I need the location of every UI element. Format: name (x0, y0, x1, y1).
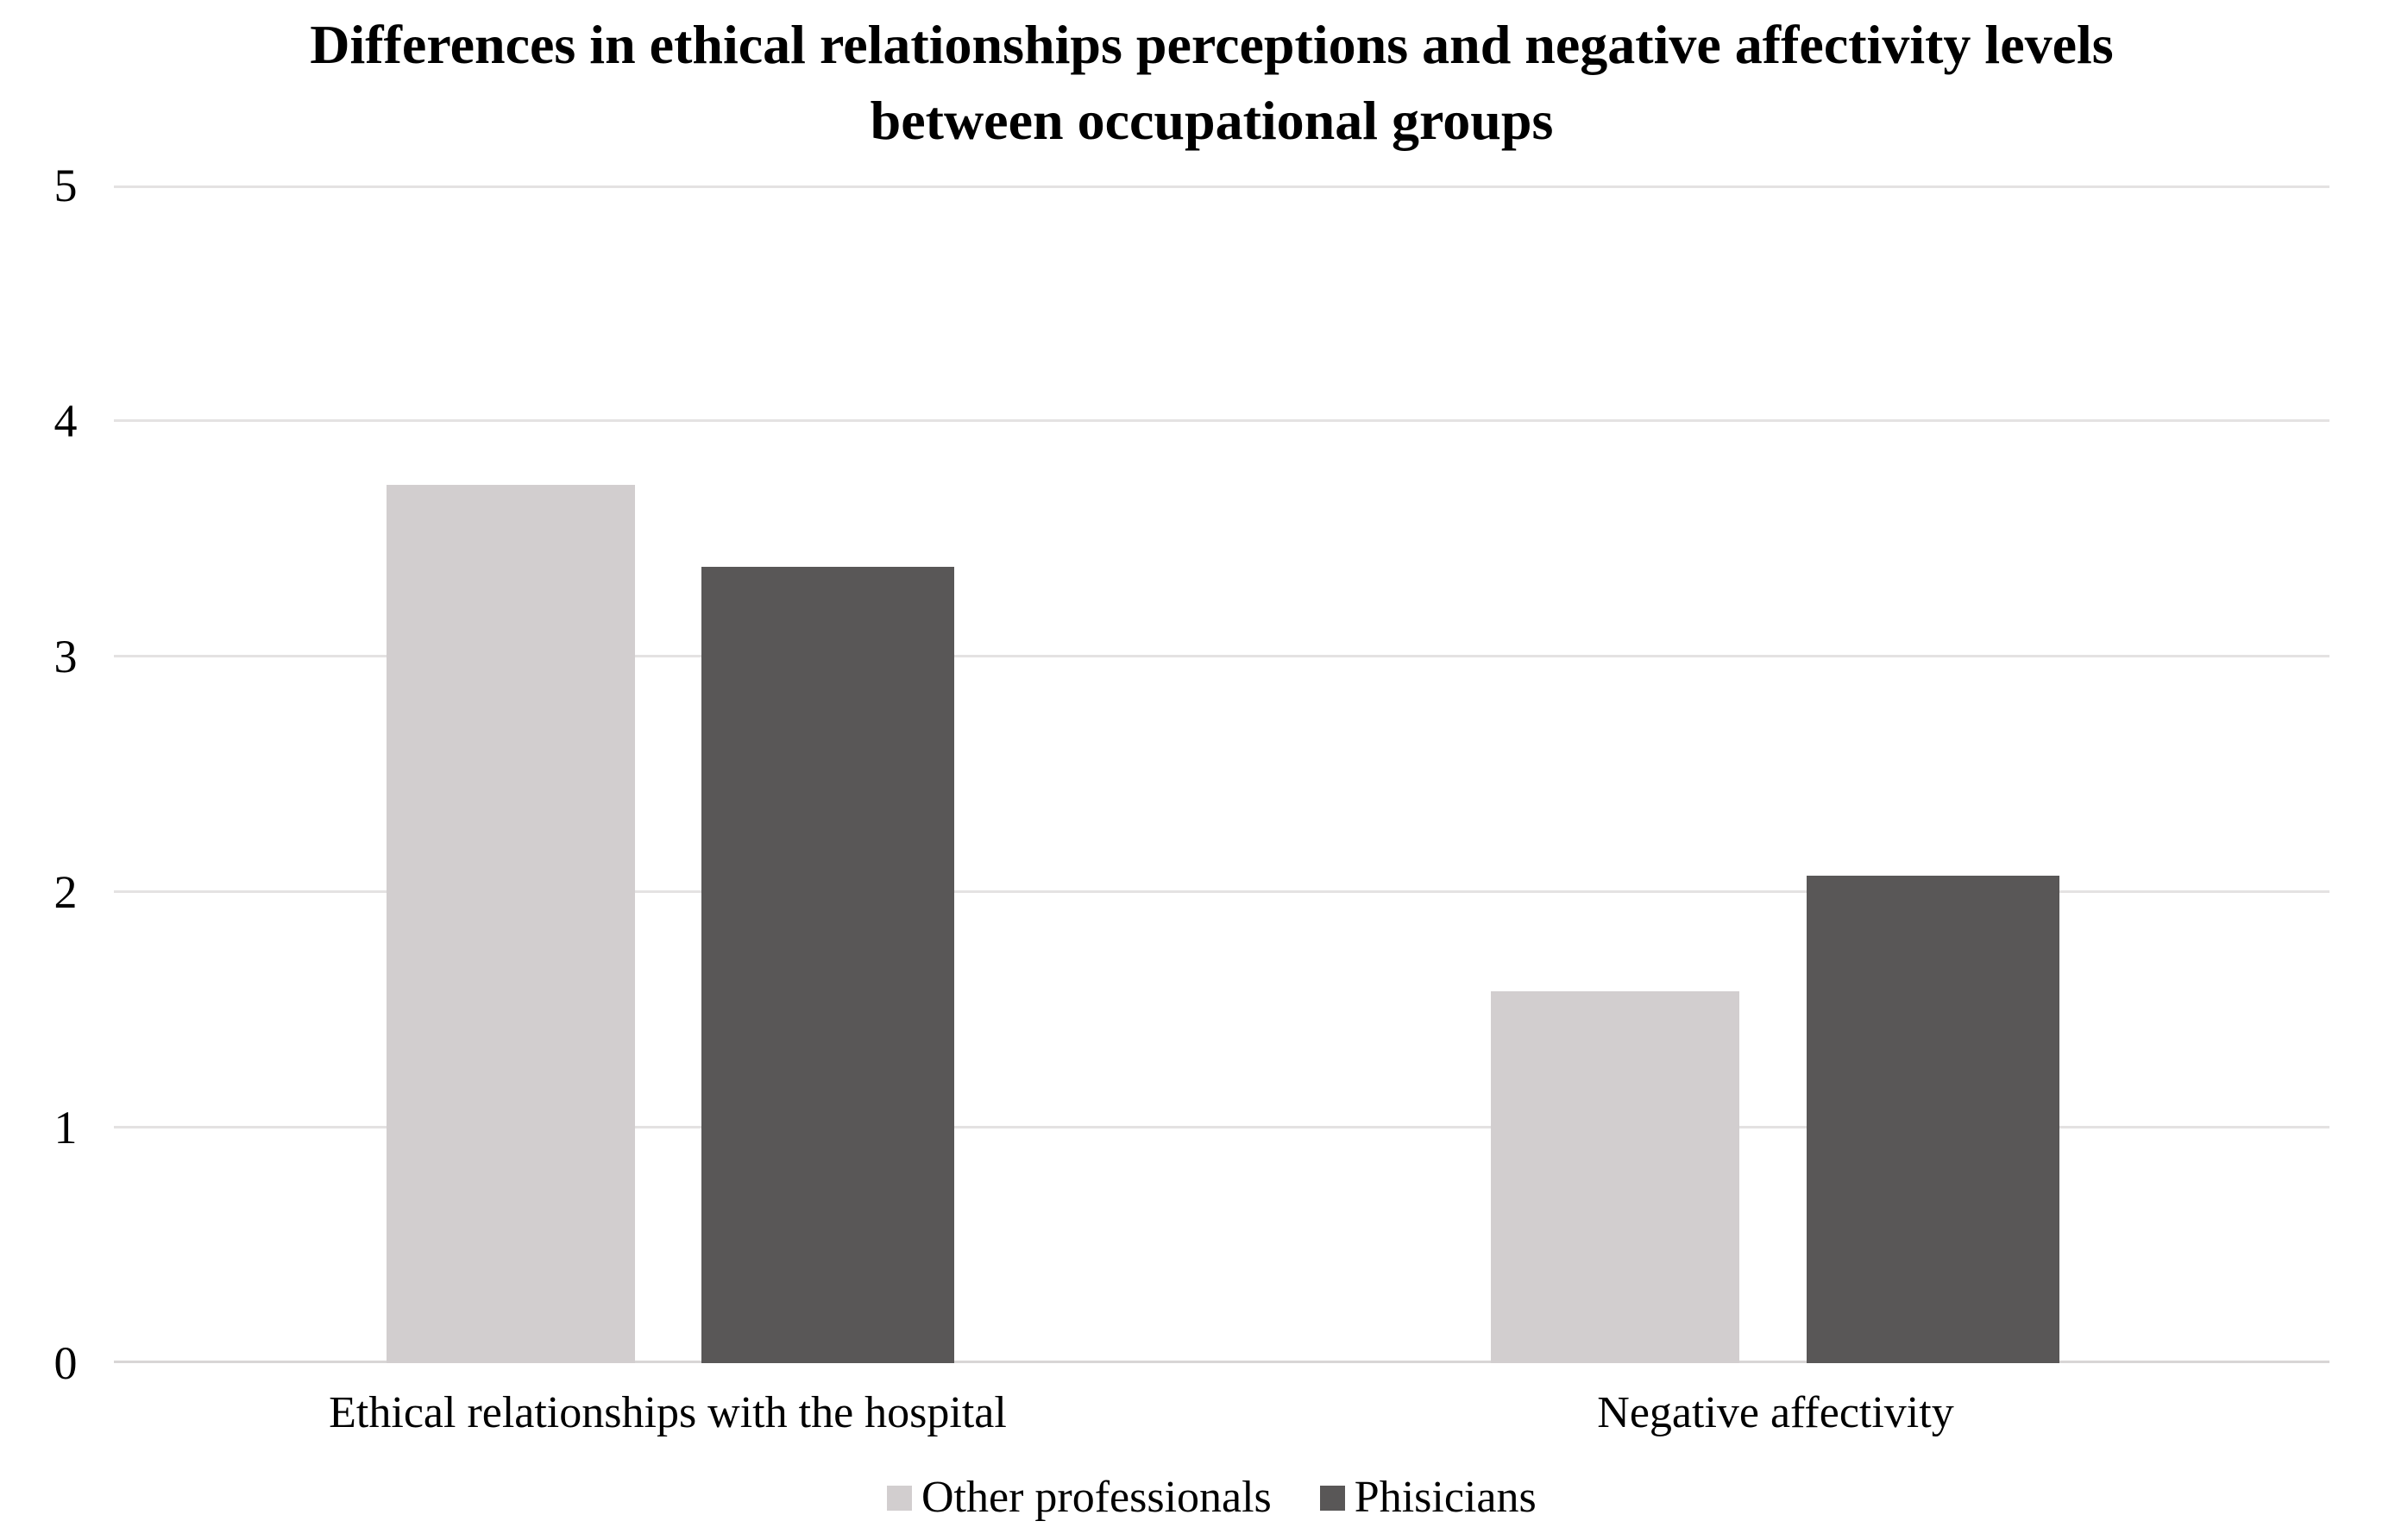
legend-swatch-phisicians (1319, 1485, 1345, 1511)
gridline-3 (114, 655, 2329, 657)
legend-item-other-professionals: Other professionals (887, 1475, 1272, 1520)
chart-title-line-1: Differences in ethical relationships per… (310, 14, 2114, 75)
gridline-2 (114, 890, 2329, 893)
bar-phisicians-negative-affectivity (1807, 875, 2059, 1363)
y-axis-tick-4: 4 (53, 395, 78, 447)
x-axis-label-ethical-relationships: Ethical relationships with the hospital (329, 1388, 1007, 1437)
y-axis-tick-0: 0 (53, 1337, 78, 1389)
y-axis-tick-3: 3 (53, 631, 78, 682)
legend-label-other-professionals: Other professionals (921, 1473, 1272, 1522)
legend-label-phisicians: Phisicians (1354, 1473, 1537, 1522)
legend-item-phisicians: Phisicians (1319, 1473, 1537, 1522)
chart-title: Differences in ethical relationships per… (0, 7, 2389, 160)
legend-swatch-other-professionals (887, 1485, 912, 1511)
y-axis-tick-5: 5 (53, 160, 78, 211)
x-axis-label-negative-affectivity: Negative affectivity (1597, 1388, 1954, 1437)
legend: Other professionals Phisicians (887, 1475, 1537, 1520)
gridline-4 (114, 419, 2329, 422)
chart-title-line-2: between occupational groups (870, 90, 1554, 152)
plot-area (114, 185, 2329, 1363)
gridline-1 (114, 1126, 2329, 1128)
y-axis-tick-2: 2 (53, 866, 78, 918)
bar-phisicians-ethical-relationships (701, 567, 954, 1363)
bar-other-professionals-ethical-relationships (387, 484, 635, 1363)
y-axis-tick-1: 1 (53, 1102, 78, 1153)
gridline-5 (114, 185, 2329, 188)
bar-other-professionals-negative-affectivity (1491, 990, 1739, 1363)
x-axis-baseline (114, 1361, 2329, 1363)
